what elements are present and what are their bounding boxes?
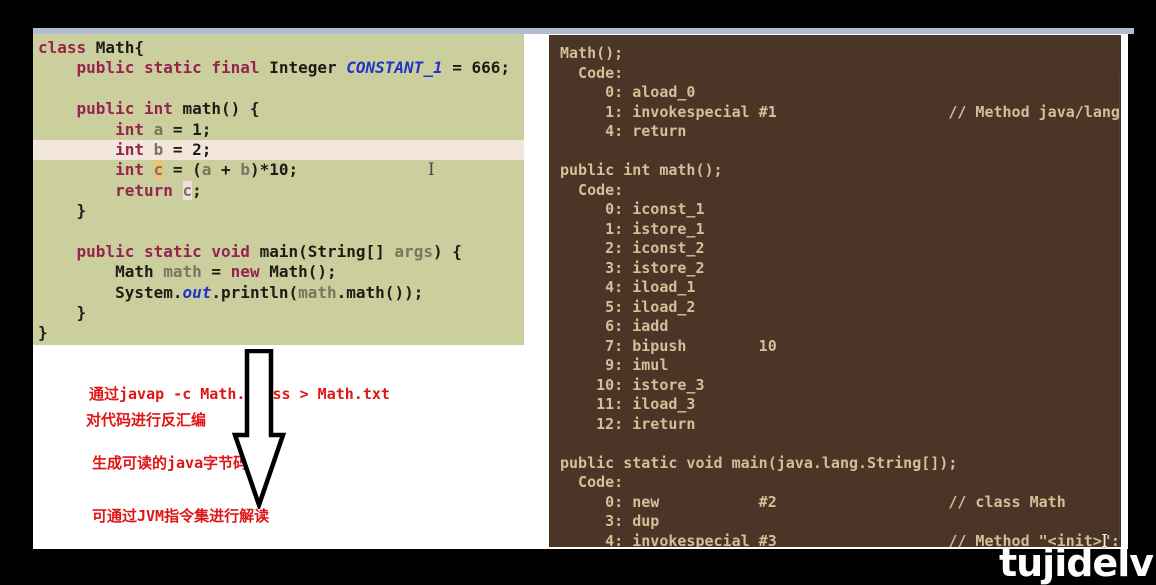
bytecode-line: Code: xyxy=(560,180,624,199)
indent-guide xyxy=(1119,75,1120,539)
bytecode-line xyxy=(560,434,1121,454)
bytecode-line: 9: imul xyxy=(560,356,669,374)
code-line: Math math = new Math(); xyxy=(38,262,337,282)
bytecode-line: Math(); xyxy=(560,44,624,62)
bytecode-line: public static void main(java.lang.String… xyxy=(560,453,958,472)
code-line: int c = (a + b)*10; xyxy=(115,160,299,180)
bytecode-line: 5: iload_2 xyxy=(560,297,696,316)
code-line: class Math{ xyxy=(38,38,144,57)
bytecode-line: 7: bipush 10 xyxy=(560,336,777,355)
code-line xyxy=(33,222,524,242)
bytecode-line: public int math(); xyxy=(560,161,723,179)
bytecode-line: 3: istore_2 xyxy=(560,258,705,277)
bytecode-line: 1: invokespecial #1 // Method java/lang/… xyxy=(605,102,1121,121)
javap-output: Math(); Code: 0: aload_0 1: invokespecia… xyxy=(560,44,1121,547)
bytecode-line: Code: xyxy=(560,473,624,491)
bytecode-line: Code: xyxy=(560,63,624,82)
down-arrow-icon xyxy=(231,349,287,509)
text-cursor-icon: I xyxy=(428,160,435,180)
code-line: } xyxy=(38,323,48,343)
bytecode-line: 4: invokespecial #3 // Method "<init>":(… xyxy=(560,531,1121,548)
text-cursor-icon: I xyxy=(1101,531,1109,552)
bytecode-line: 10: istore_3 xyxy=(560,375,705,394)
bytecode-line: 2: iconst_2 xyxy=(560,239,705,257)
bytecode-line xyxy=(560,142,1121,162)
bytecode-line: 1: istore_1 xyxy=(560,219,705,238)
code-line: } xyxy=(38,303,87,323)
bytecode-line: 11: iload_3 xyxy=(560,395,696,413)
bytecode-line: 4: return xyxy=(560,122,687,140)
code-line: } xyxy=(38,201,87,221)
code-line: public int math() { xyxy=(76,99,260,119)
code-line xyxy=(33,79,524,99)
annotation-line: 生成可读的java字节码 xyxy=(92,454,249,472)
bytecode-line: 6: iadd xyxy=(560,317,669,335)
bytecode-line: 0: iconst_1 xyxy=(560,200,705,218)
bytecode-line: 3: dup xyxy=(560,512,660,530)
window-edge-bar xyxy=(33,28,1134,34)
annotation-line: 对代码进行反汇编 xyxy=(86,411,207,429)
annotation-line: 可通过JVM指令集进行解读 xyxy=(92,507,270,525)
code-line: int a = 1; xyxy=(115,119,212,139)
bytecode-terminal[interactable]: Math(); Code: 0: aload_0 1: invokespecia… xyxy=(549,35,1121,547)
bytecode-line: 0: aload_0 xyxy=(560,83,696,101)
watermark: tujidelv xyxy=(998,541,1154,585)
code-line: return c; xyxy=(115,180,202,200)
bytecode-line: 0: new #2 // class Math xyxy=(560,492,1066,511)
java-source-editor[interactable]: class Math{ public static final Integer … xyxy=(33,34,524,345)
code-line: int b = 2; xyxy=(33,139,524,161)
code-line: public static void main(String[] args) { xyxy=(76,241,462,261)
code-line: public static final Integer CONSTANT_1 =… xyxy=(76,58,511,78)
code-line: System.out.println(math.math()); xyxy=(38,282,424,302)
bytecode-line: 4: iload_1 xyxy=(560,278,696,296)
bytecode-line: 12: ireturn xyxy=(560,414,696,433)
